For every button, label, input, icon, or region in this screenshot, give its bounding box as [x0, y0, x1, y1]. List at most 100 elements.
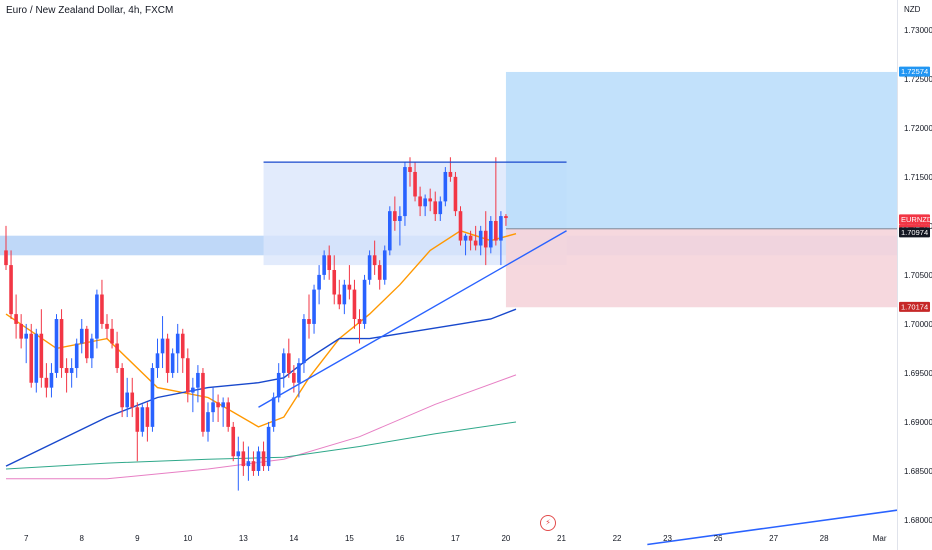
candle-body — [100, 294, 104, 324]
candle — [403, 162, 407, 226]
candle-body — [367, 255, 372, 280]
candle-body — [271, 397, 276, 427]
candle-body — [337, 294, 342, 305]
price-tick: 1.68000 — [904, 516, 932, 525]
drawing-layer — [0, 71, 897, 308]
candle-body — [95, 294, 99, 339]
candle-body — [140, 407, 145, 432]
lightning-icon[interactable]: ⚡ — [540, 515, 556, 531]
candle — [110, 319, 114, 349]
time-tick: 13 — [239, 534, 248, 543]
candle-body — [155, 353, 160, 369]
candle — [357, 309, 362, 344]
time-tick: Mar — [873, 534, 887, 543]
candle-body — [317, 274, 321, 290]
candle-body — [79, 328, 84, 344]
candle — [191, 377, 195, 413]
candle-body — [372, 255, 377, 266]
time-tick: 26 — [714, 534, 723, 543]
time-axis[interactable]: 7 8 9 10 13 14 15 16 17 20 21 22 23 26 27 28 Mar — [24, 534, 887, 543]
candle-body — [246, 461, 251, 467]
candle — [433, 191, 438, 221]
candle-body — [428, 198, 432, 202]
candle-body — [186, 358, 190, 393]
candle-body — [19, 323, 23, 339]
candle — [9, 250, 13, 320]
candle-body — [352, 289, 357, 320]
candle-body — [256, 451, 261, 471]
candle — [388, 206, 392, 256]
price-badge-stop: 1.70174 — [899, 301, 930, 312]
candle-body — [85, 328, 89, 359]
candle — [120, 363, 124, 418]
candle — [221, 397, 225, 427]
candle — [423, 194, 427, 217]
time-tick: 22 — [613, 534, 622, 543]
candle-body — [24, 333, 28, 339]
candle-body — [276, 372, 281, 398]
price-badge-bg — [899, 301, 930, 312]
candle-body — [438, 201, 443, 215]
candle — [322, 250, 326, 280]
candle-body — [499, 216, 503, 241]
candle-body — [196, 372, 200, 388]
candle — [19, 314, 23, 349]
moving-average-ema_mid — [5, 308, 517, 467]
candle — [130, 377, 135, 418]
candle — [105, 314, 109, 339]
candle — [468, 230, 473, 251]
candle — [79, 319, 84, 354]
candle — [90, 333, 94, 369]
candle-body — [191, 387, 195, 393]
candle — [196, 365, 200, 403]
candle-body — [150, 368, 155, 427]
candle — [236, 436, 241, 491]
candle-body — [423, 198, 427, 207]
ascending-trendline — [258, 230, 567, 408]
candle — [29, 323, 34, 388]
candle-body — [115, 343, 119, 369]
time-tick: 7 — [24, 534, 29, 543]
candle-body — [322, 255, 326, 275]
candle-body — [413, 171, 417, 197]
candle — [125, 377, 129, 418]
price-tick: 1.70500 — [904, 271, 932, 280]
price-axis[interactable]: NZD1.730001.725001.720001.715001.710001.… — [897, 0, 932, 550]
candle-body — [327, 255, 331, 270]
candle — [44, 363, 49, 398]
candle-body — [90, 338, 94, 359]
candle — [393, 196, 397, 231]
candle — [478, 225, 483, 256]
moving-average-ema_slow — [6, 374, 517, 480]
candle — [332, 255, 337, 305]
candle-body — [347, 284, 352, 290]
time-tick: 28 — [820, 534, 829, 543]
candle-body — [478, 230, 483, 246]
candle-body — [180, 333, 185, 359]
candle-body — [125, 392, 129, 408]
time-tick: 14 — [289, 534, 298, 543]
candle — [428, 188, 432, 212]
candle — [150, 363, 155, 432]
candle — [85, 325, 89, 364]
candle-body — [418, 196, 422, 207]
candle-body — [221, 402, 225, 408]
candle — [317, 265, 321, 305]
price-tick: 1.72000 — [904, 124, 932, 133]
candle — [115, 331, 119, 373]
candle — [175, 323, 180, 373]
candle-body — [483, 230, 488, 248]
price-badge-bg — [899, 214, 930, 225]
candle — [201, 368, 205, 437]
candle — [307, 294, 311, 339]
candle — [297, 358, 301, 398]
candle — [54, 314, 59, 378]
candle-body — [463, 235, 468, 241]
price-badge-bg — [899, 66, 930, 77]
candle — [39, 309, 44, 388]
candle-body — [211, 402, 215, 413]
price-badge-text: 1.70974 — [901, 228, 928, 237]
candle — [186, 348, 190, 403]
candle — [489, 216, 493, 254]
